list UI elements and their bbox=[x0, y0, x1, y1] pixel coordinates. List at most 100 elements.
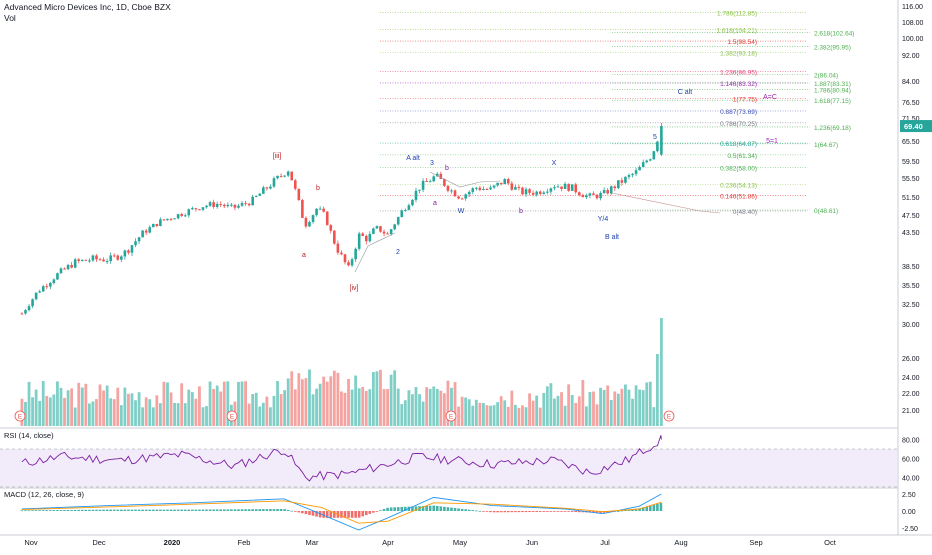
volume-bar bbox=[375, 371, 379, 426]
candle-body bbox=[350, 259, 354, 266]
volume-bar bbox=[251, 394, 255, 426]
volume-bar bbox=[407, 390, 411, 426]
volume-bar bbox=[52, 394, 56, 426]
candle-body bbox=[340, 252, 343, 255]
candle-body bbox=[400, 210, 404, 218]
volume-bar bbox=[489, 405, 492, 426]
volume-bar bbox=[577, 396, 581, 426]
macd-histogram-bar bbox=[120, 509, 123, 511]
volume-bar bbox=[144, 397, 148, 426]
candle-body bbox=[176, 214, 180, 219]
macd-histogram-bar bbox=[244, 509, 247, 511]
volume-bar bbox=[403, 400, 407, 426]
macd-histogram-bar bbox=[404, 506, 407, 511]
wave-label: 2 bbox=[396, 249, 400, 256]
fib-level-label: 0.618(64.87) bbox=[720, 141, 757, 148]
candle-body bbox=[609, 186, 613, 194]
volume-bar bbox=[84, 383, 88, 426]
macd-histogram-bar bbox=[251, 509, 254, 511]
volume-bar bbox=[318, 383, 322, 426]
wave-label: b bbox=[519, 208, 523, 215]
macd-histogram-bar bbox=[464, 509, 467, 511]
candle-body bbox=[134, 241, 137, 246]
macd-histogram-bar bbox=[226, 509, 230, 511]
volume-bar bbox=[574, 402, 578, 426]
candle-body bbox=[24, 310, 27, 314]
volume-bar bbox=[123, 387, 127, 426]
candle-body bbox=[499, 182, 503, 185]
candle-body bbox=[325, 211, 329, 226]
macd-histogram-bar bbox=[592, 511, 595, 513]
rsi-axis-tick: 40.00 bbox=[902, 476, 920, 483]
wave-label: Y/4 bbox=[598, 216, 609, 223]
macd-histogram-bar bbox=[84, 509, 88, 511]
candle-body bbox=[112, 255, 116, 257]
x-axis-tick: Mar bbox=[306, 538, 319, 547]
macd-histogram-bar bbox=[144, 509, 148, 511]
volume-bar bbox=[648, 381, 652, 426]
fib-level-label: 0.887(73.69) bbox=[720, 109, 757, 116]
candle-body bbox=[95, 255, 98, 260]
volume-bar bbox=[482, 403, 485, 426]
earnings-marker bbox=[663, 410, 675, 422]
candle-body bbox=[80, 259, 84, 261]
macd-histogram-bar bbox=[475, 510, 478, 512]
volume-bar bbox=[364, 390, 368, 426]
volume-bar bbox=[254, 392, 258, 426]
candle-body bbox=[31, 299, 34, 307]
candle-body bbox=[155, 223, 159, 226]
macd-histogram-bar bbox=[627, 509, 631, 511]
macd-histogram-bar bbox=[528, 511, 531, 513]
x-axis-tick: May bbox=[453, 538, 467, 547]
volume-bar bbox=[442, 393, 446, 426]
candle-body bbox=[432, 176, 436, 182]
fib-level-label: 1.5(98.54) bbox=[727, 39, 757, 46]
macd-histogram-bar bbox=[141, 509, 144, 511]
macd-histogram-bar bbox=[553, 511, 556, 512]
volume-bar bbox=[474, 399, 478, 426]
volume-bar bbox=[222, 381, 226, 426]
macd-histogram-bar bbox=[428, 505, 432, 511]
candle-body bbox=[531, 192, 535, 195]
volume-bar bbox=[173, 402, 176, 426]
candle-body bbox=[443, 178, 446, 186]
volume-bar bbox=[311, 394, 315, 426]
candle-body bbox=[542, 192, 546, 194]
wave-label: C alt bbox=[678, 89, 692, 96]
volume-bar bbox=[435, 388, 439, 426]
candle-body bbox=[70, 264, 73, 268]
candle-body bbox=[244, 203, 247, 205]
price-axis-tick: 116.00 bbox=[902, 4, 923, 11]
candle-body bbox=[617, 180, 620, 189]
macd-histogram-bar bbox=[386, 507, 389, 511]
macd-histogram-bar bbox=[283, 509, 286, 511]
macd-histogram-bar bbox=[24, 510, 27, 512]
macd-histogram-bar bbox=[570, 511, 574, 512]
macd-histogram-bar bbox=[258, 509, 262, 511]
macd-histogram-bar bbox=[205, 509, 208, 511]
volume-bar bbox=[300, 379, 304, 426]
macd-histogram-bar bbox=[357, 511, 361, 518]
macd-histogram-bar bbox=[617, 510, 620, 512]
macd-histogram-bar bbox=[382, 508, 386, 511]
volume-bar bbox=[325, 381, 329, 426]
candle-body bbox=[386, 233, 389, 235]
candle-body bbox=[510, 183, 514, 190]
volume-bar bbox=[599, 387, 602, 426]
macd-histogram-bar bbox=[347, 511, 350, 518]
volume-bar bbox=[531, 400, 535, 426]
volume-bar bbox=[460, 396, 464, 426]
macd-histogram-bar bbox=[524, 511, 528, 513]
macd-histogram-bar bbox=[41, 510, 45, 511]
earnings-marker bbox=[14, 410, 26, 422]
last-price-text: 69.40 bbox=[904, 122, 923, 131]
candle-body bbox=[585, 195, 588, 198]
volume-bar bbox=[620, 388, 624, 426]
volume-bar bbox=[48, 397, 52, 426]
candle-body bbox=[208, 202, 212, 206]
macd-histogram-bar bbox=[308, 511, 311, 515]
volume-bar bbox=[279, 394, 283, 426]
candle-body bbox=[524, 189, 528, 195]
